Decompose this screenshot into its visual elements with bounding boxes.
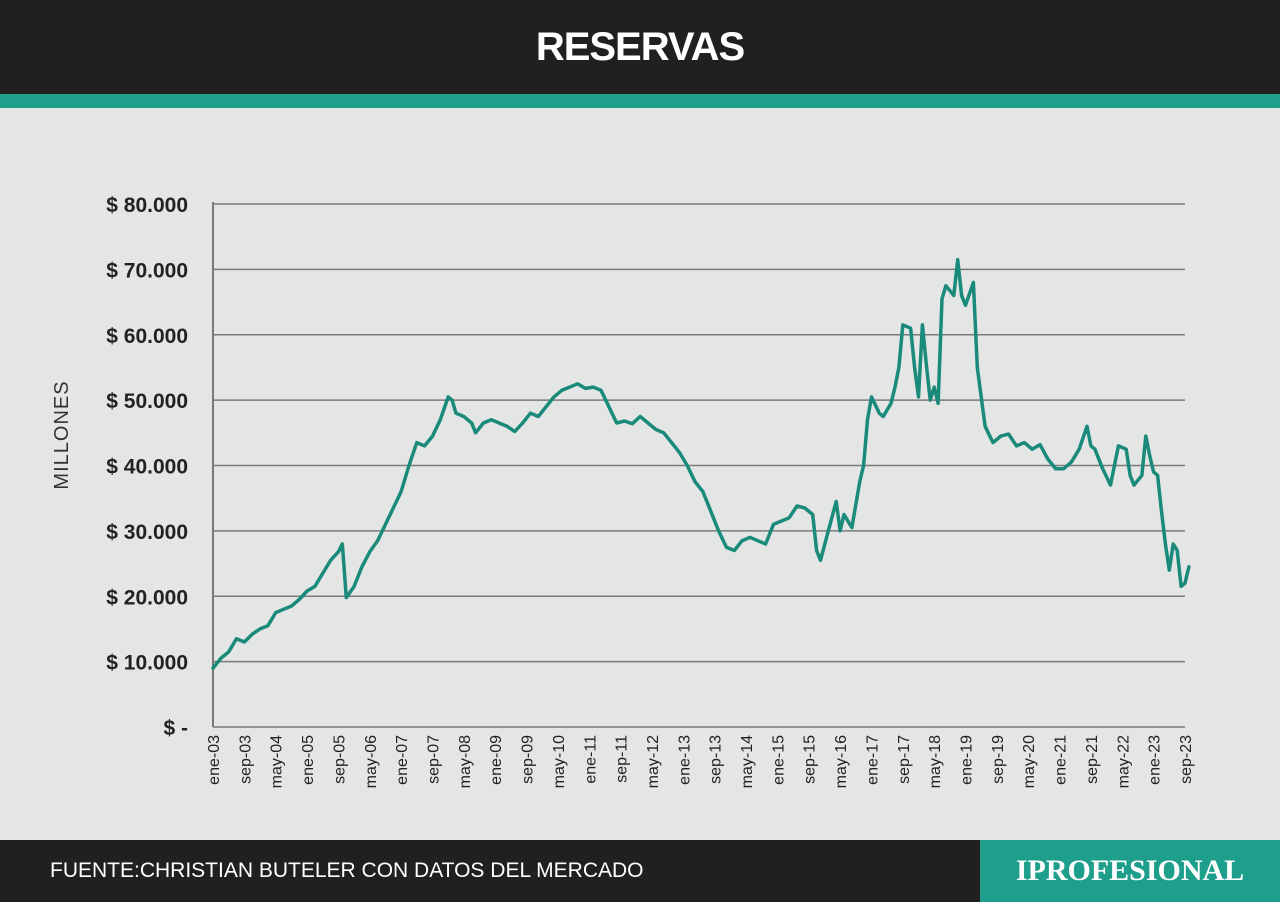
x-tick-label: sep-23 bbox=[1178, 735, 1195, 784]
brand-box: IPROFESIONAL bbox=[980, 840, 1280, 902]
x-tick-label: ene-19 bbox=[959, 735, 976, 785]
source-note: FUENTE:CHRISTIAN BUTELER CON DATOS DEL M… bbox=[50, 859, 644, 882]
y-axis-label: MILLONES bbox=[51, 380, 73, 489]
x-tick-label: sep-13 bbox=[708, 735, 725, 784]
footer: FUENTE:CHRISTIAN BUTELER CON DATOS DEL M… bbox=[0, 840, 1280, 902]
x-tick-label: sep-03 bbox=[237, 735, 254, 784]
y-tick-label: $ 10.000 bbox=[106, 652, 188, 675]
chart-title: RESERVAS bbox=[535, 24, 745, 69]
series-layer bbox=[211, 257, 1191, 670]
y-tick-label: $ 20.000 bbox=[106, 586, 188, 609]
x-tick-label: may-12 bbox=[645, 735, 662, 788]
y-tick-label: $ - bbox=[163, 717, 188, 740]
x-tick-label: ene-13 bbox=[676, 735, 693, 785]
x-tick-label: ene-09 bbox=[488, 735, 505, 785]
line-chart: $ 80.000 $ 70.000 $ 60.000 $ 50.000 $ 40.000… bbox=[51, 194, 1195, 788]
x-tick-label: may-18 bbox=[927, 735, 944, 788]
series-line bbox=[211, 257, 1191, 670]
x-tick-label: ene-11 bbox=[582, 735, 599, 784]
x-tick-label: may-22 bbox=[1115, 735, 1132, 788]
x-tick-label: sep-19 bbox=[990, 735, 1007, 784]
x-tick-label: ene-23 bbox=[1147, 735, 1164, 785]
accent-bar bbox=[0, 94, 1280, 108]
y-tick-label: $ 60.000 bbox=[106, 325, 188, 348]
x-tick-label: sep-07 bbox=[425, 735, 442, 784]
y-tick-label: $ 70.000 bbox=[106, 259, 188, 282]
x-tick-label: ene-21 bbox=[1053, 735, 1070, 785]
y-tick-label: $ 40.000 bbox=[106, 456, 188, 479]
chart-area: $ 80.000 $ 70.000 $ 60.000 $ 50.000 $ 40.000… bbox=[0, 108, 1280, 840]
x-tick-label: sep-11 bbox=[614, 735, 631, 783]
x-tick-label: sep-05 bbox=[331, 735, 348, 784]
x-tick-label: may-08 bbox=[457, 735, 474, 788]
y-tick-label: $ 50.000 bbox=[106, 390, 188, 413]
x-tick-label: may-04 bbox=[269, 735, 286, 788]
x-tick-label: sep-21 bbox=[1084, 735, 1101, 784]
x-tick-label: ene-17 bbox=[864, 735, 881, 785]
x-tick-label: sep-17 bbox=[896, 735, 913, 784]
y-tick-label: $ 30.000 bbox=[106, 521, 188, 544]
x-tick-label: may-06 bbox=[363, 735, 380, 788]
grid-layer bbox=[212, 202, 1185, 728]
x-tick-label: may-16 bbox=[833, 735, 850, 788]
x-tick-labels: ene-03 sep-03 may-04 ene-05 sep-05 may-06 ene-… bbox=[206, 735, 1195, 788]
x-tick-label: ene-07 bbox=[394, 735, 411, 785]
x-tick-label: may-10 bbox=[551, 735, 568, 788]
chart-header: RESERVAS bbox=[0, 0, 1280, 94]
y-tick-labels: $ 80.000 $ 70.000 $ 60.000 $ 50.000 $ 40.000… bbox=[106, 194, 188, 740]
x-tick-label: may-20 bbox=[1021, 735, 1038, 788]
x-tick-label: ene-03 bbox=[206, 735, 223, 785]
y-tick-label: $ 80.000 bbox=[106, 194, 188, 217]
x-tick-label: may-14 bbox=[739, 735, 756, 788]
x-tick-label: ene-05 bbox=[300, 735, 317, 785]
x-tick-label: ene-15 bbox=[770, 735, 787, 785]
brand-logo: IPROFESIONAL bbox=[1015, 854, 1245, 887]
x-tick-label: sep-15 bbox=[802, 735, 819, 784]
x-tick-label: sep-09 bbox=[520, 735, 537, 784]
